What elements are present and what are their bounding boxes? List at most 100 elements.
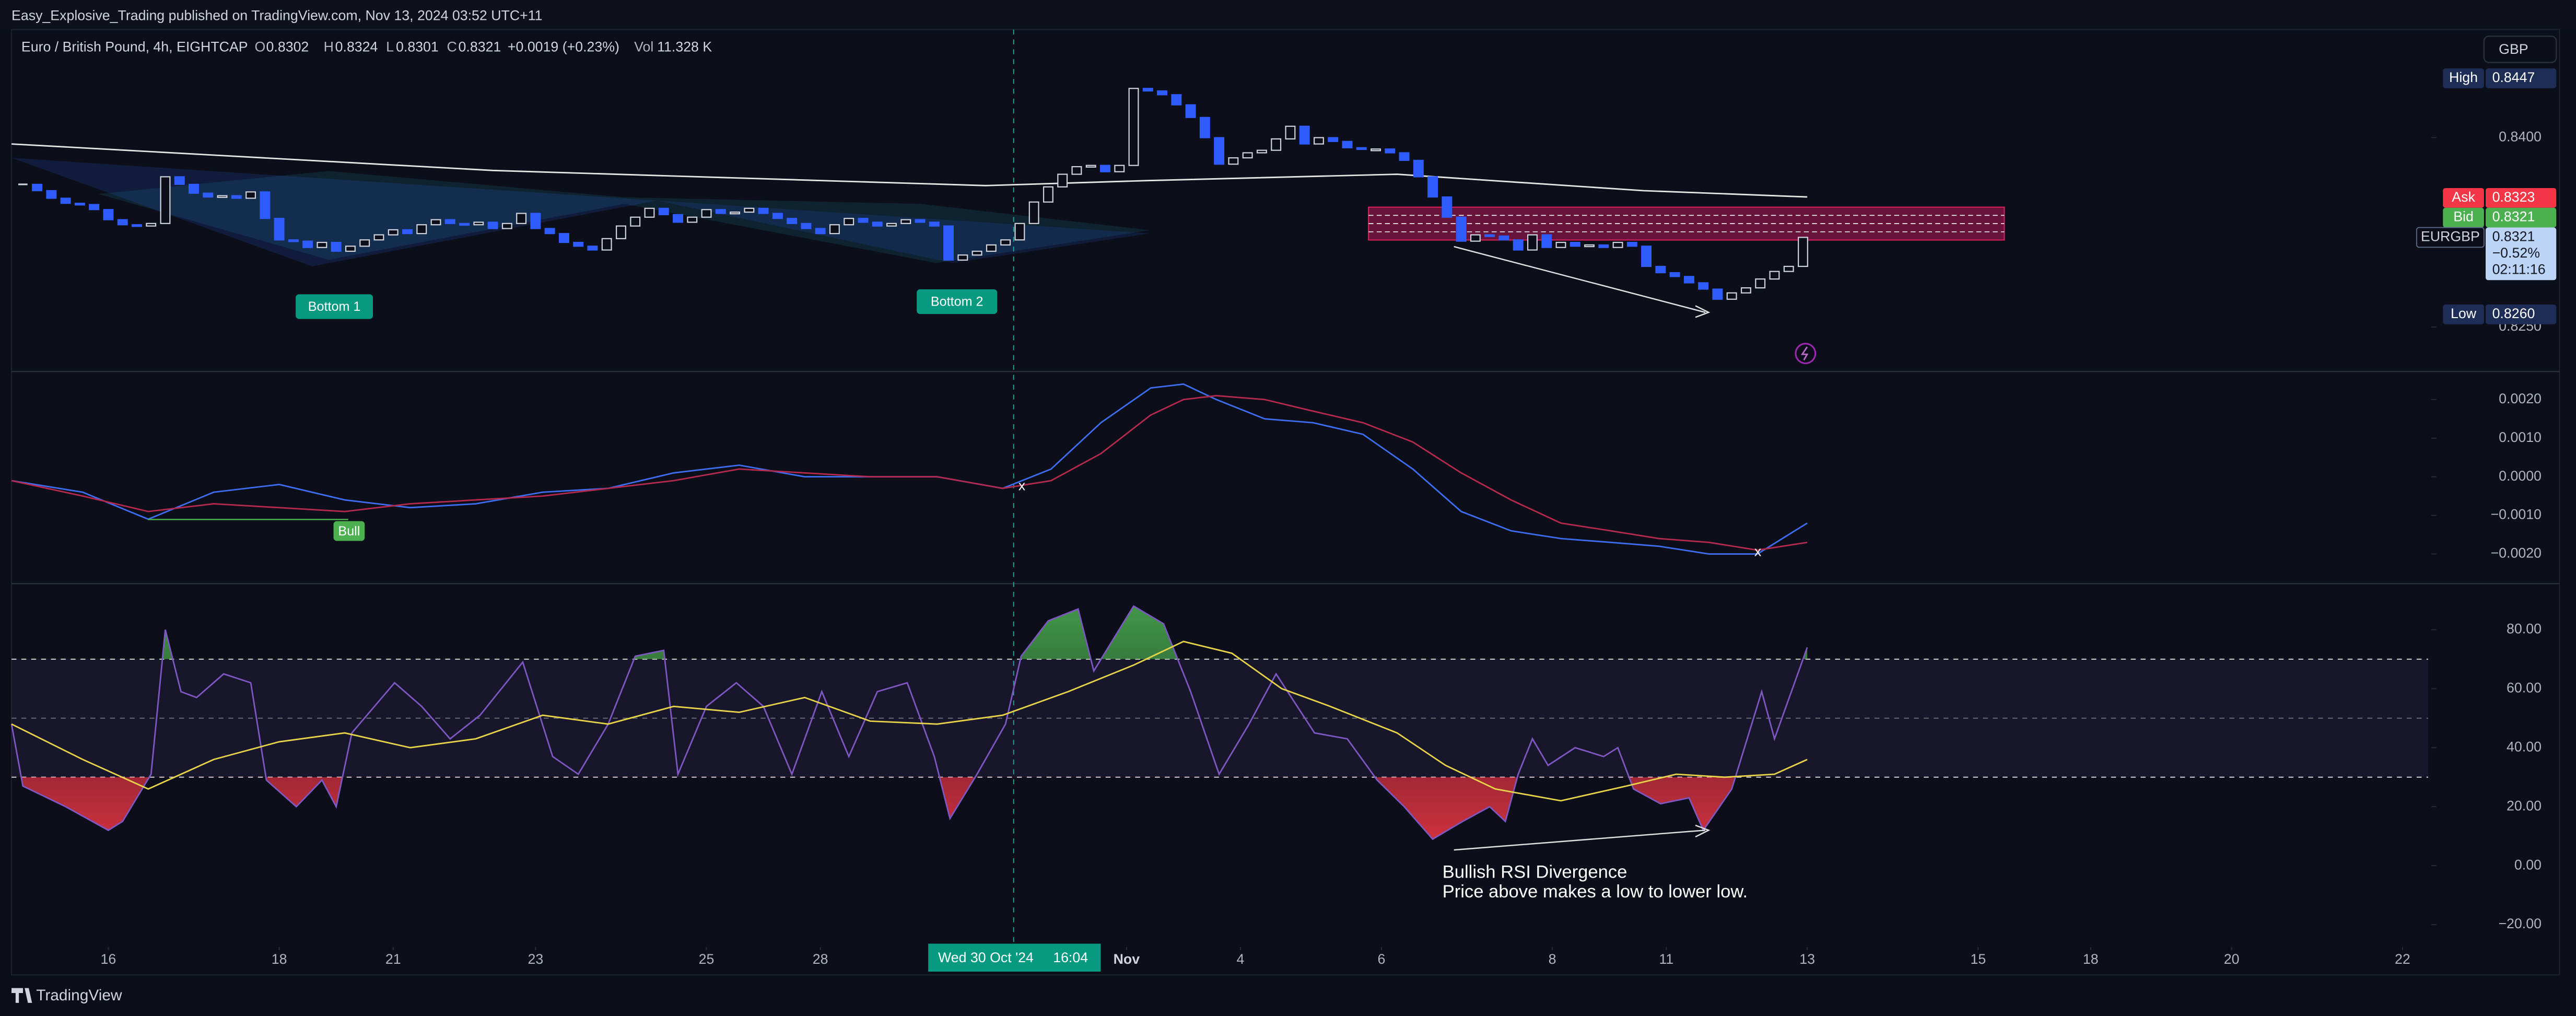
candle [487, 221, 498, 229]
price-label-name: Low [2451, 306, 2477, 321]
candle [217, 195, 228, 198]
candle [1214, 137, 1225, 165]
currency-button[interactable] [2483, 35, 2557, 63]
candle [1399, 152, 1410, 161]
price-label-box [2486, 207, 2557, 228]
candle [189, 183, 199, 194]
candle [103, 209, 114, 220]
legend-value: 0.8301 [396, 39, 439, 54]
candle [117, 219, 128, 226]
candle [430, 219, 441, 226]
price-label-name-box [2443, 207, 2484, 228]
candle [886, 223, 897, 227]
legend-value: 0.8321 [459, 39, 501, 54]
x-tick-label: 11 [1659, 951, 1673, 967]
candle [1527, 234, 1538, 251]
y-tick-label: 60.00 [2507, 680, 2542, 695]
cross-marker: x [1754, 544, 1762, 559]
label-box [296, 294, 373, 319]
last-price-box [2486, 227, 2557, 281]
candle [658, 207, 669, 216]
crosshair-time: 16:04 [1053, 950, 1088, 965]
candle [1612, 241, 1623, 248]
last-countdown: 02:11:16 [2492, 261, 2546, 277]
candle [359, 239, 370, 247]
y-tick-label: −0.0020 [2491, 545, 2542, 561]
annotation: Price above makes a low to lower low. [1443, 882, 1748, 902]
candle [1555, 241, 1566, 248]
candle [815, 228, 826, 235]
last-price: 0.8321 [2492, 228, 2535, 244]
alert-icon[interactable] [1795, 343, 1817, 365]
x-tick-label: 15 [1970, 951, 1986, 967]
candle [388, 229, 399, 236]
candle [1456, 216, 1467, 242]
legend-key: C [447, 39, 457, 54]
candle [1755, 278, 1766, 289]
candle [1698, 282, 1709, 290]
candle [459, 223, 470, 226]
candle [673, 214, 683, 223]
candle [174, 176, 185, 185]
candle [131, 224, 142, 227]
candle [444, 219, 455, 224]
candle [872, 221, 883, 227]
x-tick-label: 13 [1799, 951, 1815, 967]
price-label-name-box [2443, 188, 2484, 208]
legend-key: Vol [634, 39, 653, 54]
candle [900, 219, 911, 224]
x-tick-label: 20 [2224, 951, 2240, 967]
series-line [10, 605, 1808, 840]
x-tick-label: 28 [813, 951, 828, 967]
x-tick-label: 25 [699, 951, 715, 967]
candle [530, 213, 541, 229]
candle [1057, 173, 1068, 188]
price-label-name: Ask [2452, 189, 2475, 205]
candle [1199, 116, 1210, 138]
candle [1669, 272, 1680, 277]
candle [260, 191, 271, 219]
header-text: Easy_Explosive_Trading published on Trad… [11, 8, 542, 24]
y-tick-label: 80.00 [2507, 621, 2542, 637]
candle [1043, 186, 1053, 203]
crosshair-date: Wed 30 Oct '24 [938, 950, 1034, 965]
last-name-box [2416, 227, 2485, 248]
x-tick-label: 21 [385, 951, 401, 967]
candle [1142, 88, 1153, 92]
legend-value: 0.8324 [335, 39, 378, 54]
candle [32, 183, 43, 192]
series-line [11, 640, 1808, 802]
candle [1085, 165, 1096, 168]
x-tick-label: 22 [2395, 951, 2410, 967]
candle [701, 209, 712, 218]
x-tick-label: 6 [1377, 951, 1385, 967]
x-tick-label: Nov [1114, 951, 1140, 967]
legend-key: H [324, 39, 334, 54]
x-tick-label: 8 [1549, 951, 1556, 967]
candle [616, 225, 626, 239]
candle [60, 197, 71, 204]
price-label: 0.8447 [2492, 69, 2535, 85]
divergence-arrow [1454, 830, 1706, 851]
last-change: −0.52% [2492, 245, 2540, 261]
candle [1256, 149, 1267, 154]
candle [331, 241, 342, 252]
label-box [917, 289, 998, 314]
x-tick-label: 16 [101, 951, 116, 967]
candle [516, 213, 527, 224]
y-tick-label: 0.00 [2514, 857, 2542, 872]
candle [1371, 148, 1381, 151]
series-line [11, 395, 1808, 551]
candle [544, 228, 555, 235]
candle [1769, 271, 1780, 280]
candle [801, 223, 812, 229]
header-bar [0, 0, 2576, 30]
footer-brand: TradingView [36, 987, 122, 1004]
y-tick-label: 0.0020 [2499, 391, 2542, 406]
candle [1356, 147, 1367, 150]
y-tick-label: 0.0000 [2499, 468, 2542, 484]
candle [1584, 244, 1595, 248]
candle [787, 218, 798, 224]
